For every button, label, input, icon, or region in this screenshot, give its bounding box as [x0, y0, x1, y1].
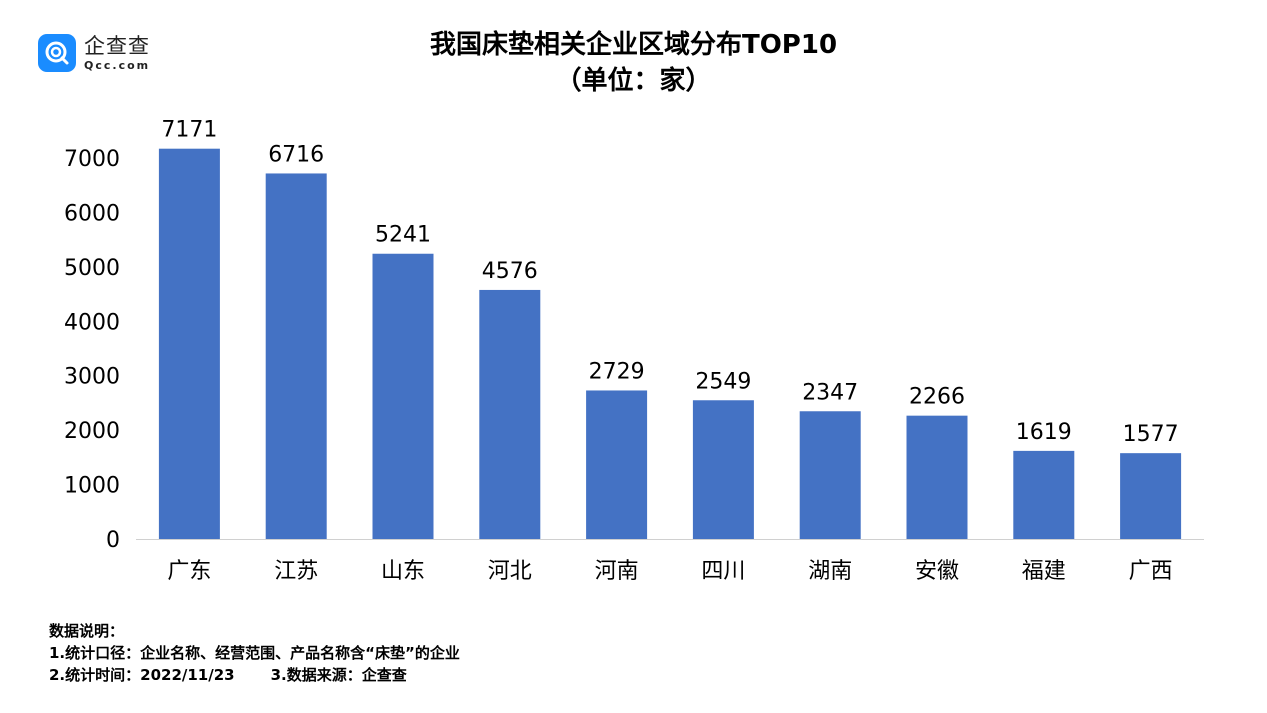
logo-text-cn: 企查查 [84, 33, 150, 58]
y-tick-label: 7000 [64, 147, 120, 172]
data-label: 1577 [1123, 422, 1179, 447]
notes-line-2: 2.统计时间：2022/11/23 3.数据来源：企查查 [49, 664, 460, 686]
chart-title-block: 我国床垫相关企业区域分布TOP10 （单位：家） [0, 27, 1267, 99]
data-label: 5241 [375, 223, 431, 248]
bar [265, 173, 327, 540]
notes-line-2b: 3.数据来源：企查查 [270, 666, 407, 684]
chart-subtitle: （单位：家） [555, 66, 712, 96]
bar [158, 148, 220, 539]
data-label: 6716 [268, 142, 324, 167]
x-tick-label: 山东 [381, 559, 425, 584]
notes-line-1: 1.统计口径：企业名称、经营范围、产品名称含“床垫”的企业 [49, 644, 460, 662]
x-tick-label: 河北 [488, 559, 532, 584]
bar [799, 411, 861, 539]
data-label: 2347 [802, 380, 858, 405]
y-tick-label: 6000 [64, 201, 120, 226]
x-tick-label: 福建 [1022, 559, 1066, 584]
data-notes: 数据说明： 1.统计口径：企业名称、经营范围、产品名称含“床垫”的企业 2.统计… [49, 620, 460, 686]
bar [1013, 450, 1075, 539]
x-tick-label: 四川 [701, 559, 745, 584]
data-label: 4576 [482, 259, 538, 284]
data-label: 7171 [161, 118, 217, 143]
x-tick-label: 河南 [595, 559, 639, 584]
qcc-logo-icon [38, 34, 76, 72]
y-tick-label: 1000 [64, 474, 120, 499]
x-tick-label: 广东 [167, 559, 211, 584]
bar [906, 415, 968, 539]
x-tick-label: 安徽 [915, 559, 959, 584]
data-label: 1619 [1016, 420, 1072, 445]
bar [692, 400, 754, 539]
notes-heading: 数据说明： [49, 622, 125, 640]
y-tick-label: 4000 [64, 310, 120, 335]
data-label: 2729 [589, 359, 645, 384]
bar [586, 390, 648, 539]
x-tick-label: 广西 [1129, 559, 1173, 584]
bar [1120, 453, 1182, 539]
bar [372, 253, 434, 539]
chart-title: 我国床垫相关企业区域分布TOP10 [429, 30, 838, 60]
notes-line-2a: 2.统计时间：2022/11/23 [49, 666, 235, 684]
y-tick-label: 3000 [64, 365, 120, 390]
y-tick-label: 0 [106, 528, 120, 553]
bar [479, 289, 541, 539]
y-tick-label: 2000 [64, 419, 120, 444]
x-tick-label: 湖南 [808, 559, 852, 584]
data-label: 2549 [695, 369, 751, 394]
logo: 企查查 Qcc.com [38, 33, 150, 73]
y-tick-label: 5000 [64, 256, 120, 281]
x-tick-label: 江苏 [274, 559, 318, 584]
data-label: 2266 [909, 385, 965, 410]
logo-text-en: Qcc.com [84, 58, 151, 72]
